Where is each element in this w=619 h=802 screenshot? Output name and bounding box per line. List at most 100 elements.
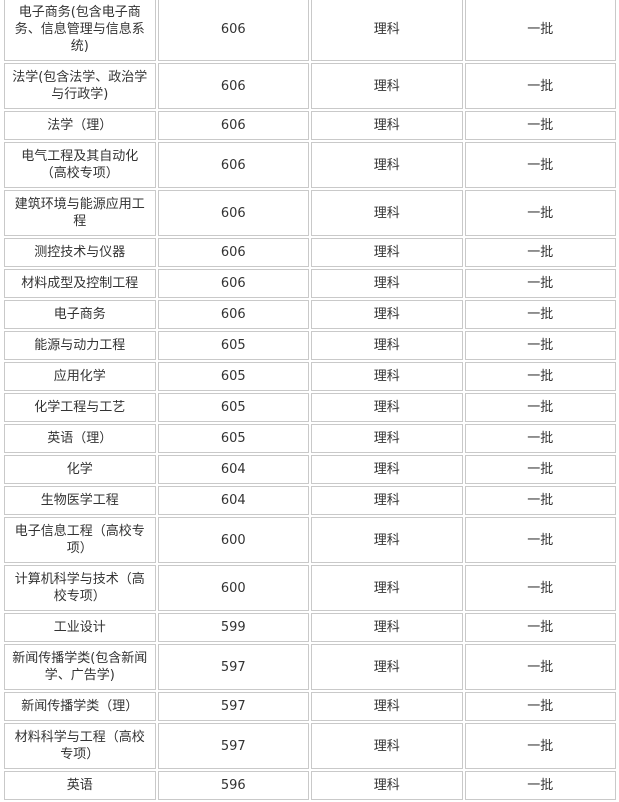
batch-cell: 一批 [464, 692, 616, 721]
table-row: 电气工程及其自动化（高校专项） 606 理科 一批 [4, 142, 616, 188]
batch-cell: 一批 [464, 111, 616, 140]
batch-cell: 一批 [464, 455, 616, 484]
score-cell: 606 [157, 300, 309, 329]
batch-cell: 一批 [464, 331, 616, 360]
batch-cell: 一批 [464, 424, 616, 453]
major-cell: 化学工程与工艺 [4, 393, 156, 422]
table-row: 电子商务 606 理科 一批 [4, 300, 616, 329]
category-cell: 理科 [311, 238, 463, 267]
major-cell: 电子商务 [4, 300, 156, 329]
major-cell: 电子商务(包含电子商务、信息管理与信息系统) [4, 0, 156, 61]
major-cell: 生物医学工程 [4, 486, 156, 515]
table-row: 英语（理） 605 理科 一批 [4, 424, 616, 453]
batch-cell: 一批 [464, 63, 616, 109]
batch-cell: 一批 [464, 190, 616, 236]
batch-cell: 一批 [464, 771, 616, 800]
score-cell: 606 [157, 63, 309, 109]
category-cell: 理科 [311, 486, 463, 515]
category-cell: 理科 [311, 190, 463, 236]
major-cell: 材料科学与工程（高校专项） [4, 723, 156, 769]
table-row: 法学（理） 606 理科 一批 [4, 111, 616, 140]
score-cell: 604 [157, 486, 309, 515]
major-cell: 测控技术与仪器 [4, 238, 156, 267]
category-cell: 理科 [311, 300, 463, 329]
major-cell: 计算机科学与技术（高校专项） [4, 565, 156, 611]
major-cell: 英语（理） [4, 424, 156, 453]
score-cell: 605 [157, 362, 309, 391]
score-cell: 605 [157, 331, 309, 360]
score-cell: 605 [157, 424, 309, 453]
score-cell: 596 [157, 771, 309, 800]
batch-cell: 一批 [464, 0, 616, 61]
table-row: 工业设计 599 理科 一批 [4, 613, 616, 642]
table-row: 能源与动力工程 605 理科 一批 [4, 331, 616, 360]
score-cell: 600 [157, 565, 309, 611]
major-cell: 化学 [4, 455, 156, 484]
table-row: 计算机科学与技术（高校专项） 600 理科 一批 [4, 565, 616, 611]
score-cell: 597 [157, 723, 309, 769]
category-cell: 理科 [311, 723, 463, 769]
major-cell: 新闻传播学类（理） [4, 692, 156, 721]
table-row: 化学 604 理科 一批 [4, 455, 616, 484]
score-cell: 605 [157, 393, 309, 422]
category-cell: 理科 [311, 393, 463, 422]
batch-cell: 一批 [464, 269, 616, 298]
category-cell: 理科 [311, 455, 463, 484]
batch-cell: 一批 [464, 723, 616, 769]
score-cell: 597 [157, 692, 309, 721]
category-cell: 理科 [311, 63, 463, 109]
batch-cell: 一批 [464, 565, 616, 611]
score-cell: 599 [157, 613, 309, 642]
category-cell: 理科 [311, 692, 463, 721]
category-cell: 理科 [311, 517, 463, 563]
score-cell: 606 [157, 238, 309, 267]
score-cell: 606 [157, 111, 309, 140]
major-cell: 应用化学 [4, 362, 156, 391]
category-cell: 理科 [311, 565, 463, 611]
category-cell: 理科 [311, 269, 463, 298]
major-cell: 新闻传播学类(包含新闻学、广告学) [4, 644, 156, 690]
batch-cell: 一批 [464, 300, 616, 329]
batch-cell: 一批 [464, 142, 616, 188]
category-cell: 理科 [311, 331, 463, 360]
score-cell: 606 [157, 0, 309, 61]
table-row: 测控技术与仪器 606 理科 一批 [4, 238, 616, 267]
batch-cell: 一批 [464, 486, 616, 515]
table-row: 英语 596 理科 一批 [4, 771, 616, 800]
major-cell: 建筑环境与能源应用工程 [4, 190, 156, 236]
table-row: 建筑环境与能源应用工程 606 理科 一批 [4, 190, 616, 236]
batch-cell: 一批 [464, 517, 616, 563]
score-cell: 606 [157, 190, 309, 236]
table-row: 材料成型及控制工程 606 理科 一批 [4, 269, 616, 298]
table-row: 法学(包含法学、政治学与行政学) 606 理科 一批 [4, 63, 616, 109]
category-cell: 理科 [311, 0, 463, 61]
category-cell: 理科 [311, 771, 463, 800]
major-cell: 英语 [4, 771, 156, 800]
category-cell: 理科 [311, 111, 463, 140]
category-cell: 理科 [311, 644, 463, 690]
major-cell: 电气工程及其自动化（高校专项） [4, 142, 156, 188]
score-cell: 606 [157, 142, 309, 188]
table-row: 材料科学与工程（高校专项） 597 理科 一批 [4, 723, 616, 769]
major-cell: 法学(包含法学、政治学与行政学) [4, 63, 156, 109]
table-row: 新闻传播学类（理） 597 理科 一批 [4, 692, 616, 721]
table-row: 应用化学 605 理科 一批 [4, 362, 616, 391]
batch-cell: 一批 [464, 362, 616, 391]
category-cell: 理科 [311, 362, 463, 391]
score-cell: 597 [157, 644, 309, 690]
table-row: 化学工程与工艺 605 理科 一批 [4, 393, 616, 422]
major-cell: 能源与动力工程 [4, 331, 156, 360]
score-cell: 606 [157, 269, 309, 298]
major-cell: 电子信息工程（高校专项） [4, 517, 156, 563]
batch-cell: 一批 [464, 644, 616, 690]
major-cell: 法学（理） [4, 111, 156, 140]
category-cell: 理科 [311, 424, 463, 453]
table-row: 新闻传播学类(包含新闻学、广告学) 597 理科 一批 [4, 644, 616, 690]
table-row: 电子信息工程（高校专项） 600 理科 一批 [4, 517, 616, 563]
category-cell: 理科 [311, 613, 463, 642]
table-row: 生物医学工程 604 理科 一批 [4, 486, 616, 515]
major-cell: 工业设计 [4, 613, 156, 642]
batch-cell: 一批 [464, 613, 616, 642]
score-cell: 600 [157, 517, 309, 563]
